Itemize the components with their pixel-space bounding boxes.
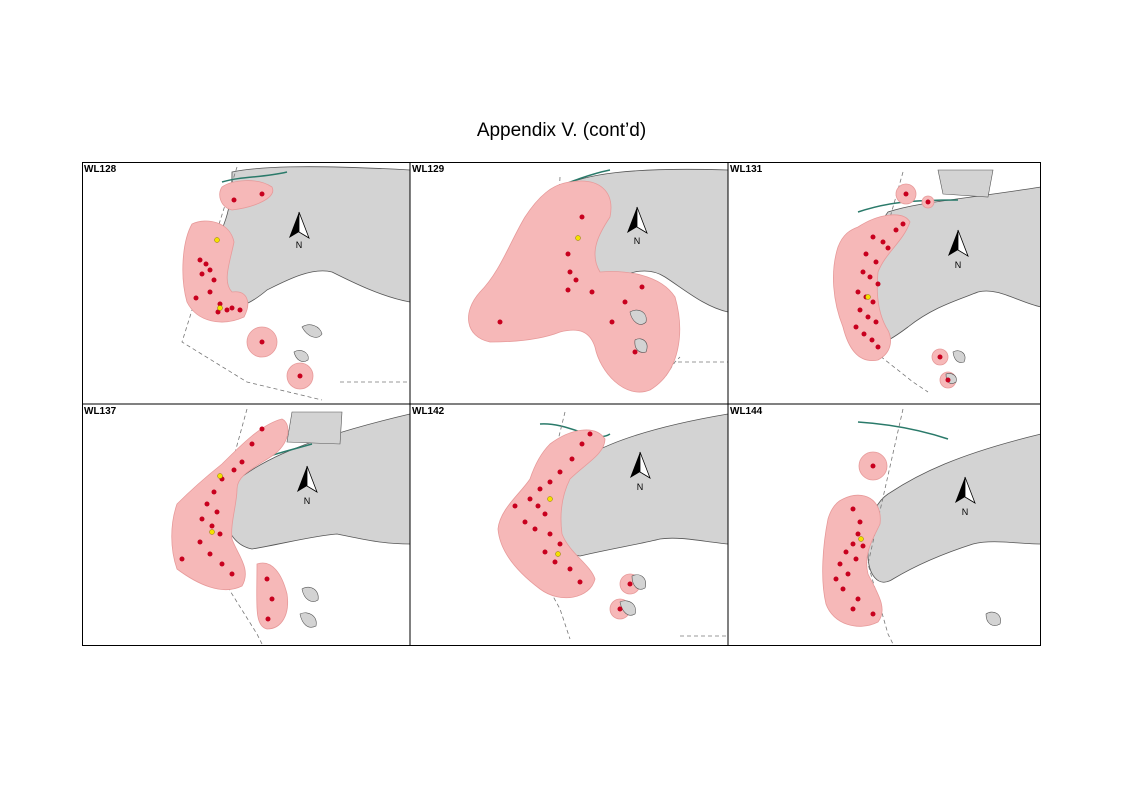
map-panel-wl131: WL131 [728,162,1041,404]
range-polygon [256,562,289,630]
landmass [937,169,994,198]
map-panel-grid: WL128 [82,162,1041,646]
landmass [286,411,343,445]
panel-label: WL128 [84,164,117,175]
panel-label: WL131 [730,164,763,175]
map-wl131: N [833,169,1041,393]
island [985,611,1001,626]
map-wl129: N [468,168,728,393]
map-panel-wl129: WL129 N [410,162,728,404]
page-title: Appendix V. (cont’d) [476,120,647,141]
map-panel-wl142: WL142 [410,404,728,646]
north-label: N [962,507,969,517]
north-label: N [955,260,962,270]
panel-label: WL137 [84,406,117,417]
location-points-yellow [575,235,581,241]
north-label: N [304,496,311,506]
island [299,586,319,628]
track-line [857,421,949,440]
panel-label: WL144 [730,406,763,417]
map-wl128: N [181,166,410,401]
map-wl137: N [171,408,410,645]
north-label: N [637,482,644,492]
map-wl144: N [822,408,1041,645]
panel-label: WL142 [412,406,445,417]
location-points-yellow [865,294,871,300]
landmass [865,186,1041,345]
map-wl142: N [497,411,728,640]
panel-label: WL129 [412,164,445,175]
north-label: N [634,236,641,246]
map-panel-wl128: WL128 [82,162,410,404]
landmass [867,433,1041,583]
island [293,324,323,362]
north-label: N [296,240,303,250]
location-points-yellow [858,536,864,542]
map-panel-wl144: WL144 N [728,404,1041,646]
map-panel-wl137: WL137 [82,404,410,646]
